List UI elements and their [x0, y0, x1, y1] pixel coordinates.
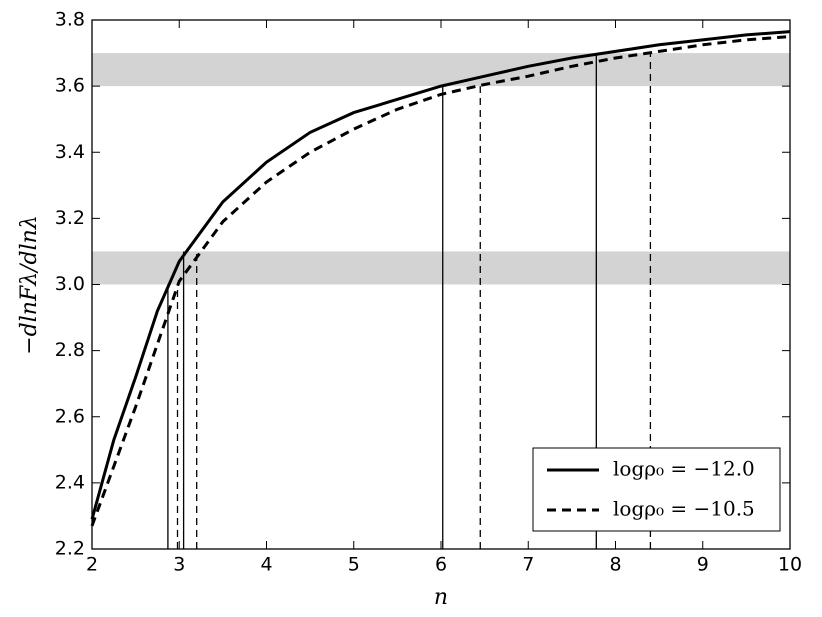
y-tick-label: 3.2: [55, 207, 85, 229]
x-tick-label: 7: [522, 554, 534, 576]
shaded-band: [92, 251, 790, 285]
x-tick-label: 5: [348, 554, 360, 576]
y-tick-label: 3.0: [55, 273, 85, 295]
x-tick-label: 3: [173, 554, 185, 576]
y-tick-label: 2.4: [55, 471, 85, 493]
y-tick-label: 3.4: [55, 141, 85, 163]
x-tick-label: 2: [86, 554, 98, 576]
shaded-band: [92, 53, 790, 87]
x-tick-label: 6: [435, 554, 447, 576]
y-tick-label: 2.6: [55, 405, 85, 427]
y-tick-label: 2.2: [55, 538, 85, 560]
y-axis-label: −dlnFλ/dlnλ: [17, 215, 42, 355]
legend-label: logρ₀ = −10.5: [613, 497, 755, 521]
y-tick-label: 3.6: [55, 75, 85, 97]
legend-box: [532, 447, 781, 532]
legend-label: logρ₀ = −12.0: [613, 457, 755, 481]
series-line: [90, 30, 791, 520]
x-tick-label: 9: [697, 554, 709, 576]
y-tick-label: 2.8: [55, 339, 85, 361]
series-line: [90, 35, 791, 527]
x-axis-label: n: [434, 585, 448, 610]
x-tick-label: 4: [260, 554, 272, 576]
y-tick-label: 3.8: [55, 9, 85, 31]
x-tick-label: 8: [609, 554, 621, 576]
x-tick-label: 10: [778, 554, 802, 576]
